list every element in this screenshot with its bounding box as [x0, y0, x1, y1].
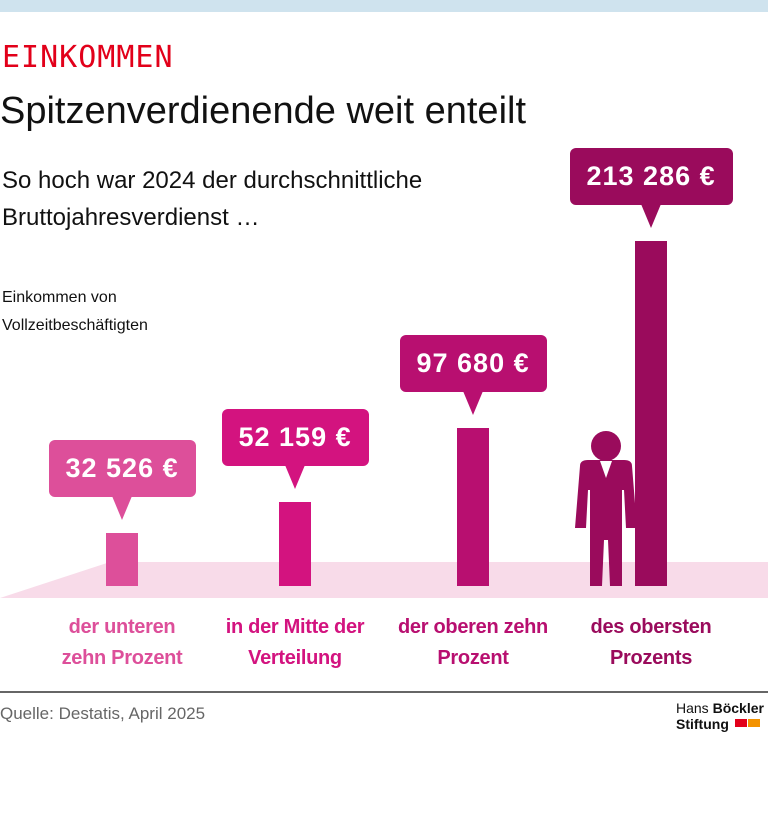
bar: [279, 501, 311, 586]
floor: [0, 562, 768, 598]
x-tick-label: des obersten Prozents: [590, 616, 712, 669]
bar: [106, 533, 138, 586]
chart-title: Spitzenverdienende weit enteilt: [0, 90, 527, 132]
logo: Hans Böckler Stiftung: [676, 700, 764, 732]
logo-text: Hans: [676, 700, 709, 716]
bar: [635, 241, 667, 586]
logo-mark: [735, 719, 747, 727]
bubble-tail: [641, 204, 661, 228]
logo-text: Böckler: [712, 700, 764, 716]
top-strip: [0, 0, 768, 12]
x-tick-label: der oberen zehn Prozent: [398, 616, 548, 669]
bubble-tail: [285, 464, 305, 489]
note: Einkommen von Vollzeitbeschäftigten: [2, 289, 148, 334]
x-tick-label: der unteren zehn Prozent: [61, 616, 183, 669]
source: Quelle: Destatis, April 2025: [0, 704, 206, 723]
x-tick-label: in der Mitte der Verteilung: [225, 616, 365, 669]
logo-mark: [748, 719, 760, 727]
bubble-tail: [463, 390, 483, 415]
value-label: 32 526 €: [48, 440, 196, 498]
bubble-tail: [112, 496, 132, 521]
subtitle: So hoch war 2024 der durchschnittliche B…: [2, 167, 423, 231]
logo-text: Stiftung: [676, 716, 729, 732]
value-label: 97 680 €: [399, 334, 547, 392]
value-label: 213 286 €: [569, 148, 733, 205]
bar: [457, 427, 489, 586]
value-label: 52 159 €: [221, 408, 369, 466]
kicker: EINKOMMEN: [2, 40, 174, 75]
person-icon: [575, 431, 637, 586]
